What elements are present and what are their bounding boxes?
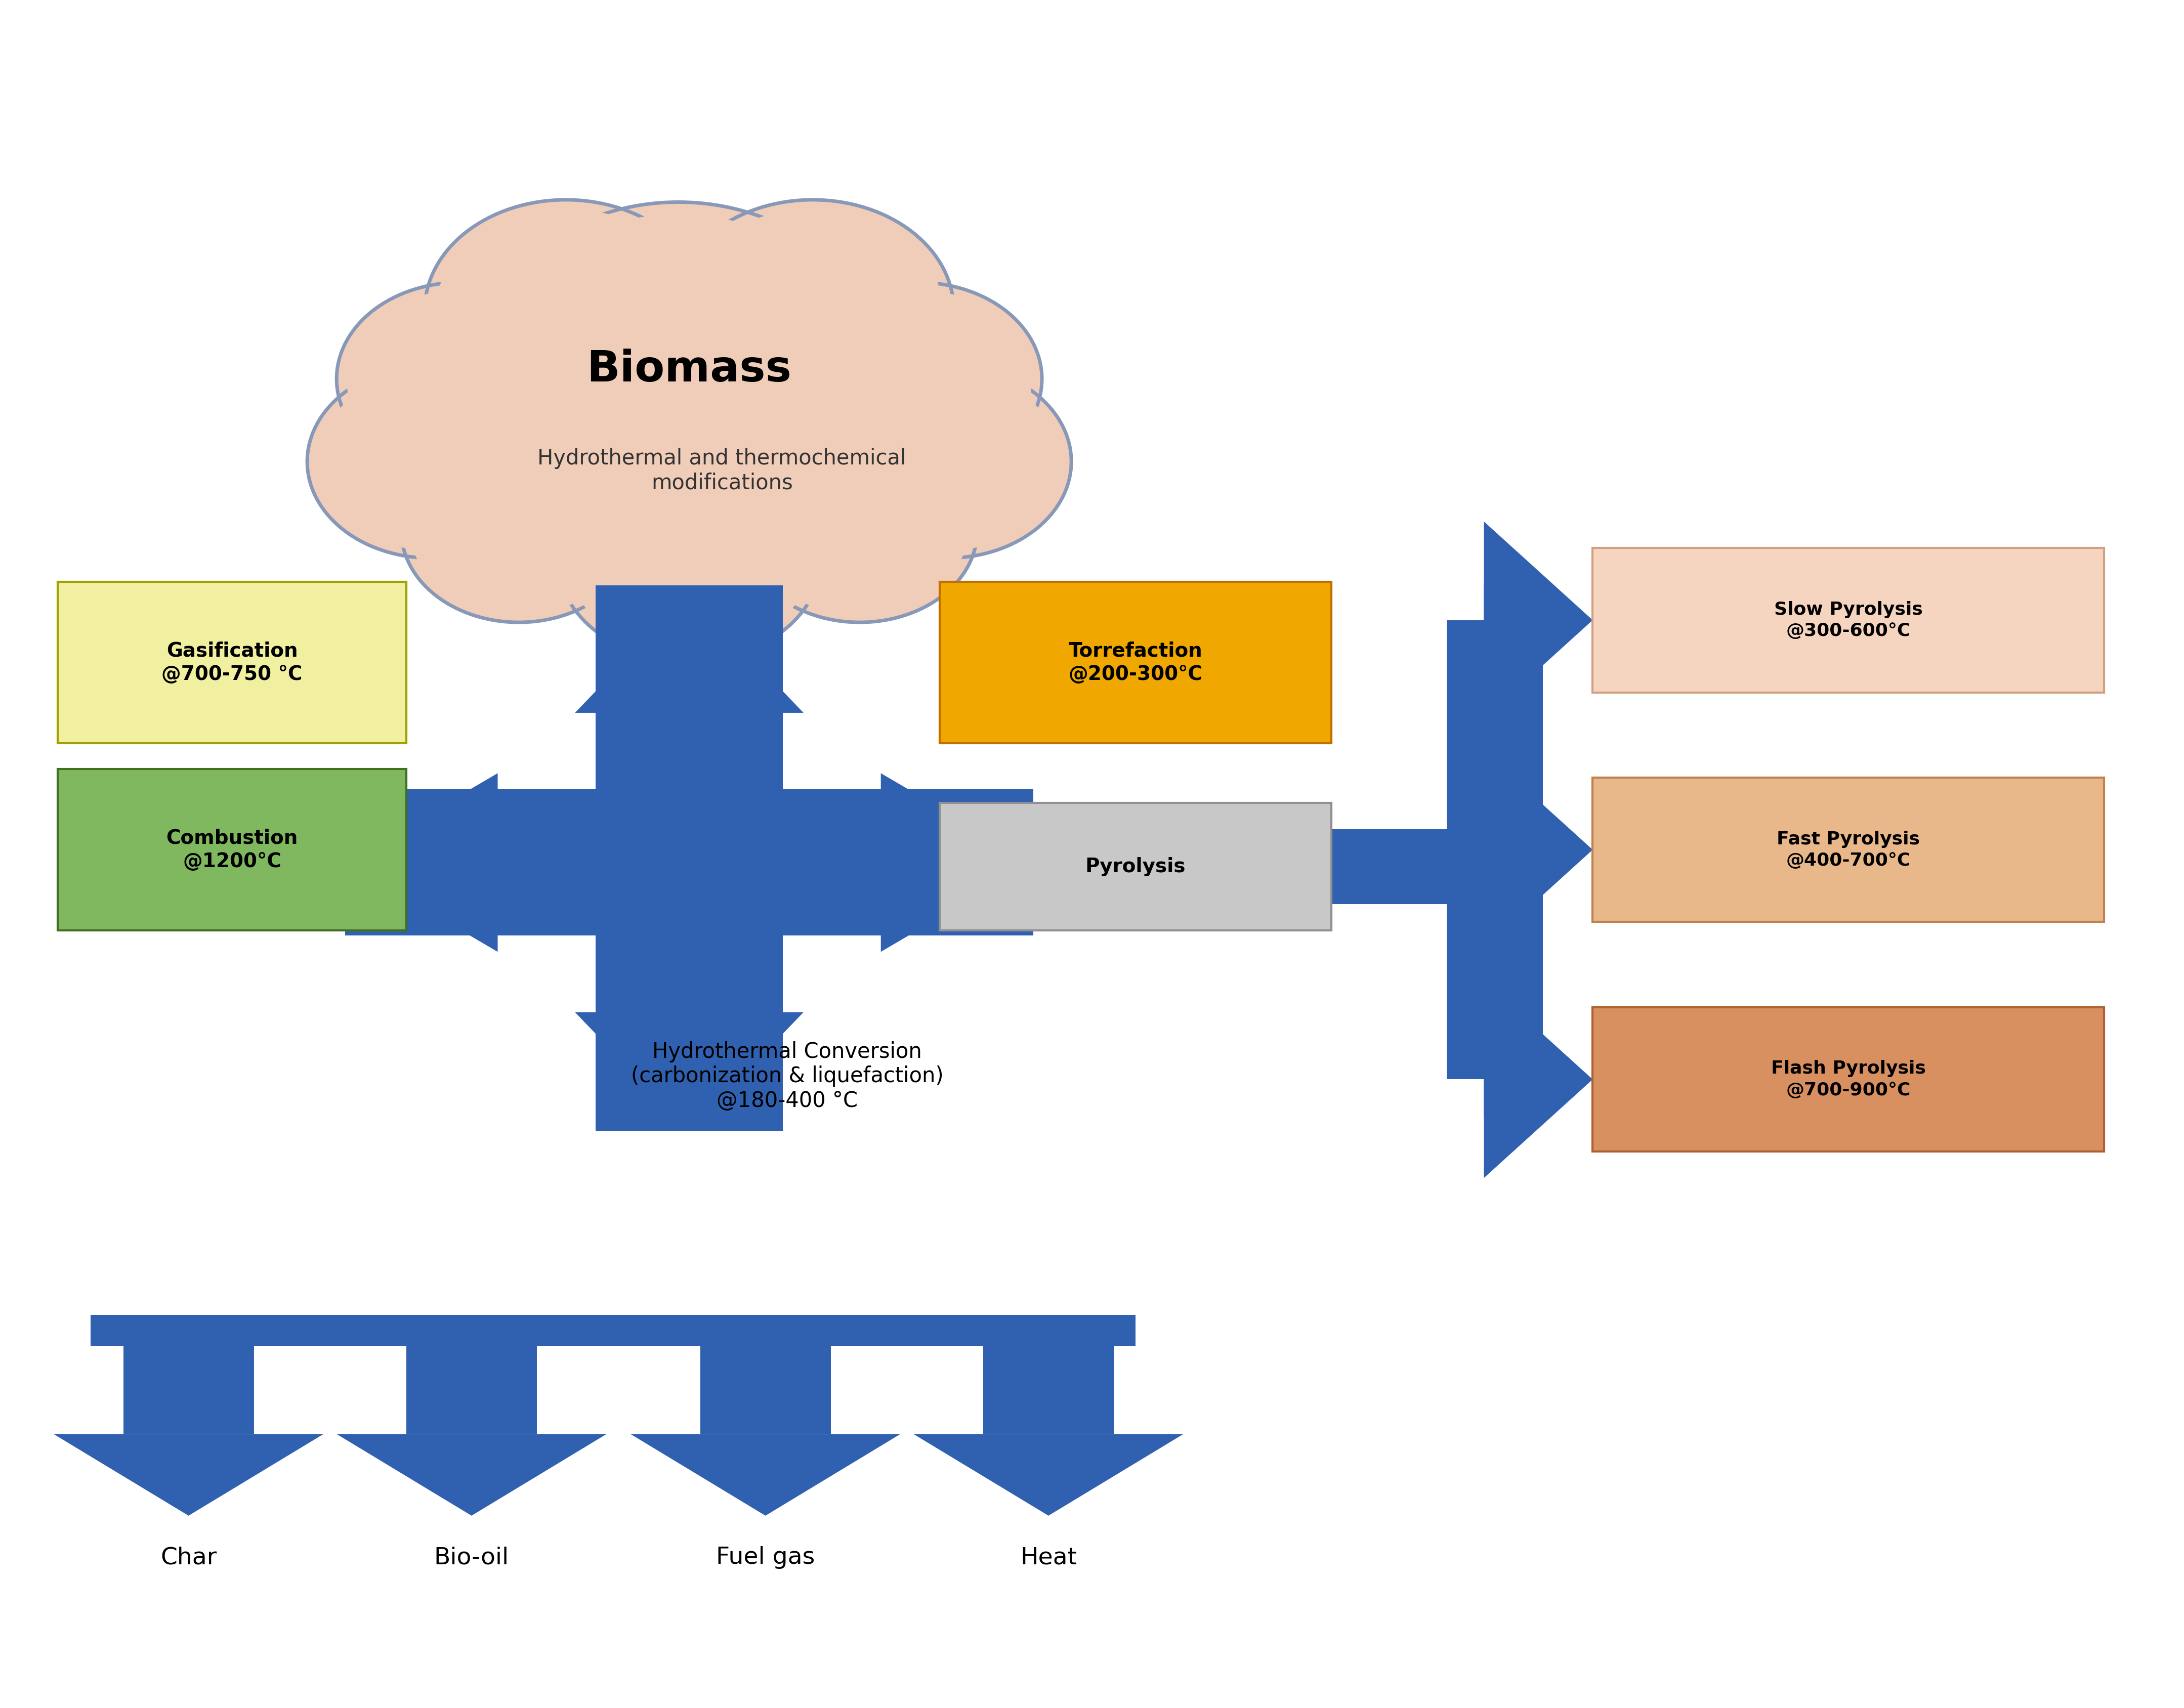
Circle shape [673, 200, 954, 420]
Circle shape [751, 446, 968, 615]
Polygon shape [913, 1435, 1184, 1515]
Text: Gasification
@700-750 °C: Gasification @700-750 °C [162, 640, 304, 685]
Circle shape [336, 282, 583, 475]
Bar [1446, 620, 1542, 1079]
Circle shape [684, 208, 943, 412]
Bar [90, 1315, 1136, 1346]
Bar [1332, 830, 1494, 904]
Circle shape [568, 463, 810, 652]
Circle shape [834, 372, 1061, 550]
Text: Torrefaction
@200-300°C: Torrefaction @200-300°C [1068, 640, 1203, 685]
Polygon shape [345, 774, 498, 951]
Polygon shape [574, 1013, 804, 1131]
FancyBboxPatch shape [1592, 1008, 2105, 1151]
Circle shape [437, 208, 697, 412]
Circle shape [502, 214, 854, 488]
Polygon shape [1483, 521, 1592, 719]
Text: Slow Pyrolysis
@300-600°C: Slow Pyrolysis @300-600°C [1773, 601, 1922, 639]
FancyBboxPatch shape [1592, 548, 2105, 692]
Circle shape [424, 200, 708, 420]
Circle shape [487, 202, 869, 500]
Text: Hydrothermal and thermochemical
modifications: Hydrothermal and thermochemical modifica… [537, 447, 906, 494]
Circle shape [823, 366, 1072, 559]
Text: Biomass: Biomass [587, 348, 793, 391]
Circle shape [402, 439, 636, 622]
Bar [406, 1346, 537, 1435]
Text: Flash Pyrolysis
@700-900°C: Flash Pyrolysis @700-900°C [1771, 1061, 1926, 1098]
Bar [1483, 582, 1494, 658]
Circle shape [557, 454, 821, 661]
Polygon shape [574, 594, 804, 712]
Bar [345, 789, 1033, 936]
Polygon shape [1483, 752, 1592, 948]
Circle shape [411, 446, 627, 615]
Bar [782, 936, 867, 1001]
Bar [122, 1346, 253, 1435]
FancyBboxPatch shape [939, 582, 1332, 743]
FancyBboxPatch shape [59, 582, 406, 743]
Bar [782, 724, 867, 789]
Circle shape [470, 260, 911, 605]
Bar [596, 594, 782, 1131]
FancyBboxPatch shape [939, 803, 1332, 931]
Circle shape [795, 282, 1042, 475]
Bar [511, 724, 596, 789]
Bar [983, 1346, 1114, 1435]
Text: Heat: Heat [1020, 1546, 1077, 1570]
FancyBboxPatch shape [1592, 777, 2105, 922]
Text: Bio-oil: Bio-oil [435, 1546, 509, 1570]
Text: Char: Char [159, 1546, 216, 1570]
Text: Hydrothermal Conversion
(carbonization & liquefaction)
@180-400 °C: Hydrothermal Conversion (carbonization &… [631, 1042, 943, 1112]
Text: Fuel gas: Fuel gas [716, 1546, 815, 1570]
Circle shape [806, 290, 1033, 468]
Circle shape [743, 439, 976, 622]
Text: Pyrolysis: Pyrolysis [1085, 857, 1186, 876]
Polygon shape [631, 1435, 900, 1515]
Polygon shape [336, 1435, 607, 1515]
Bar [701, 1346, 830, 1435]
Text: Combustion
@1200°C: Combustion @1200°C [166, 828, 297, 871]
Circle shape [308, 366, 555, 559]
Polygon shape [55, 1435, 323, 1515]
Circle shape [317, 372, 544, 550]
Bar [1483, 813, 1494, 886]
Text: Fast Pyrolysis
@400-700°C: Fast Pyrolysis @400-700°C [1778, 830, 1920, 869]
FancyBboxPatch shape [59, 769, 406, 931]
Polygon shape [1483, 980, 1592, 1179]
Bar [511, 936, 596, 1001]
Bar [596, 586, 782, 622]
Bar [1483, 1042, 1494, 1117]
Circle shape [347, 290, 574, 468]
Circle shape [487, 273, 891, 591]
Polygon shape [880, 774, 1033, 951]
